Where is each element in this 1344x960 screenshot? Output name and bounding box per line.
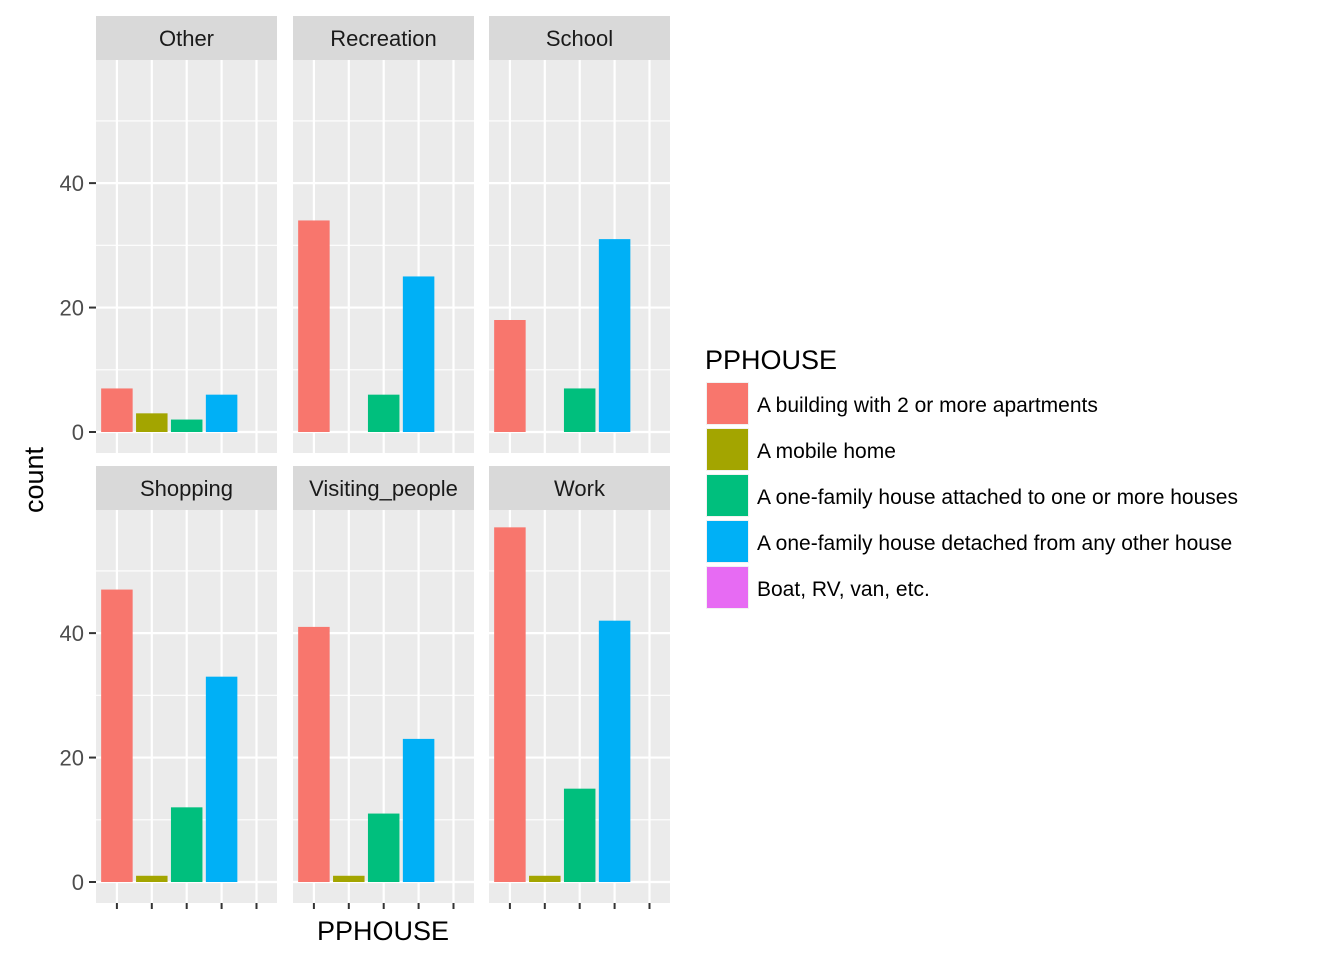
bar — [136, 413, 168, 432]
legend-swatch — [707, 567, 748, 608]
bar — [367, 394, 400, 432]
bar — [170, 419, 203, 432]
legend-label: Boat, RV, van, etc. — [757, 578, 930, 601]
bar — [402, 276, 435, 432]
bar — [333, 875, 365, 882]
facet-strip — [96, 16, 277, 60]
y-tick-label: 0 — [72, 420, 84, 445]
facet-strip — [489, 16, 670, 60]
facet-strip — [489, 466, 670, 510]
bar — [298, 220, 330, 432]
y-tick-label: 0 — [72, 870, 84, 895]
facet-label: Other — [159, 26, 214, 51]
y-axis-title: count — [19, 446, 49, 513]
legend-swatch — [707, 475, 748, 516]
bar — [402, 738, 435, 882]
bar — [598, 620, 631, 882]
facet-strip — [293, 466, 474, 510]
bar — [205, 676, 238, 882]
facet-strip — [96, 466, 277, 510]
y-tick-label: 20 — [60, 296, 84, 321]
bar — [367, 813, 400, 882]
legend-label: A one-family house attached to one or mo… — [757, 486, 1238, 509]
bar — [205, 394, 238, 432]
facet-label: Work — [554, 476, 606, 501]
legend-swatch — [707, 429, 748, 470]
bar — [529, 875, 561, 882]
x-axis-title: PPHOUSE — [317, 916, 449, 946]
facet-strip — [293, 16, 474, 60]
legend-label: A mobile home — [757, 440, 896, 463]
facet-label: Shopping — [140, 476, 233, 501]
facet-label: School — [546, 26, 613, 51]
legend-swatch — [707, 383, 748, 424]
legend-title: PPHOUSE — [705, 345, 837, 375]
bar — [298, 626, 330, 882]
bar — [494, 527, 526, 882]
y-tick-label: 40 — [60, 621, 84, 646]
bar — [101, 388, 133, 432]
bar — [598, 239, 631, 432]
facet-label: Recreation — [330, 26, 436, 51]
bar — [101, 589, 133, 882]
bar — [563, 388, 596, 432]
bar — [494, 320, 526, 432]
y-tick-label: 40 — [60, 171, 84, 196]
bar — [563, 788, 596, 882]
bar — [170, 807, 203, 882]
facet-label: Visiting_people — [309, 476, 458, 501]
bar — [136, 875, 168, 882]
y-tick-label: 20 — [60, 746, 84, 771]
legend-swatch — [707, 521, 748, 562]
legend-label: A one-family house detached from any oth… — [757, 532, 1232, 555]
legend-label: A building with 2 or more apartments — [757, 394, 1098, 417]
